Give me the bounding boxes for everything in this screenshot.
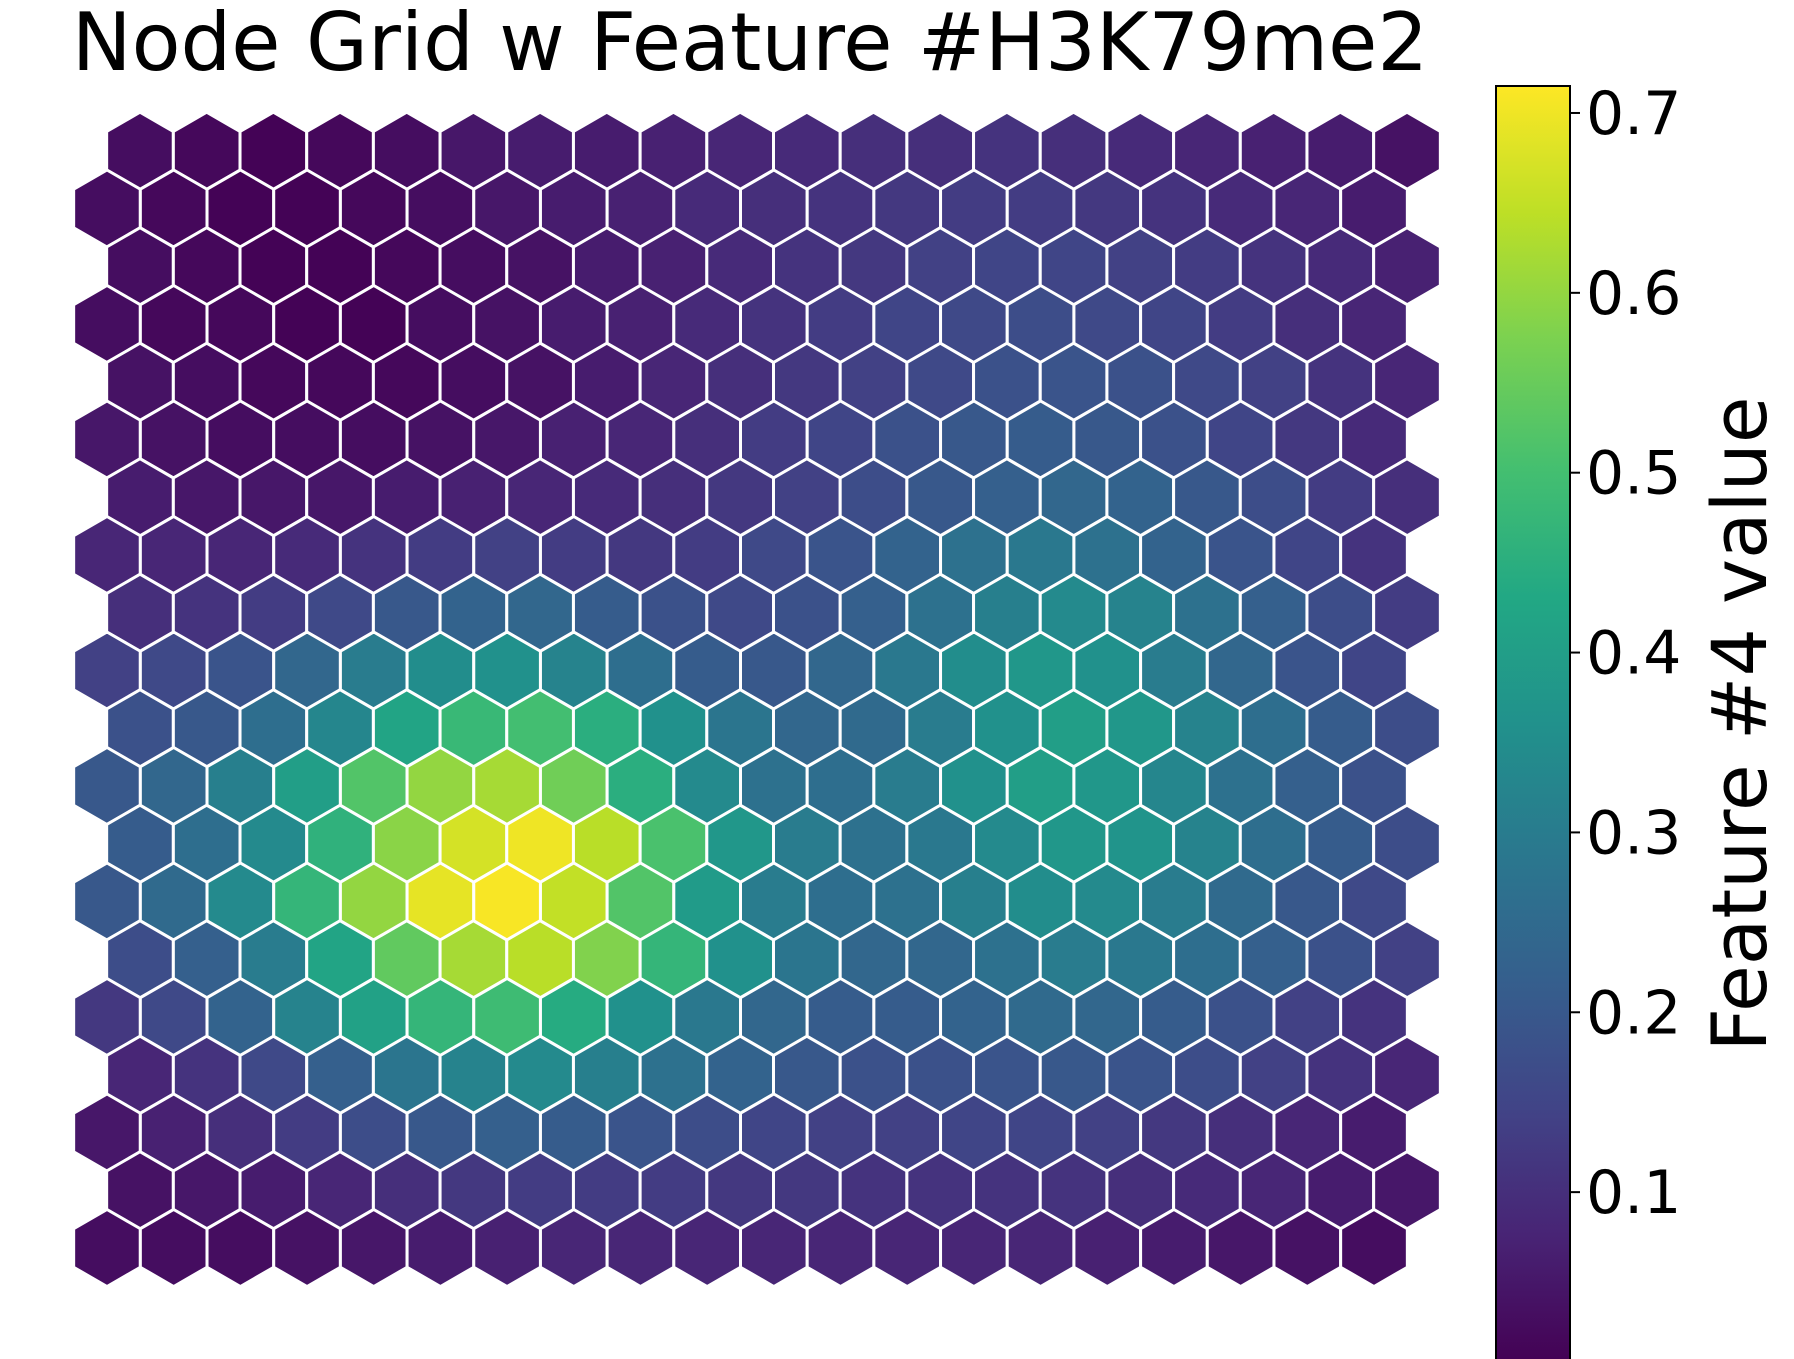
colorbar: 0.1 0.2 0.3 0.4 0.5 0.6 0.7 — [1495, 79, 1681, 1359]
colorbar-tick-label: 0.6 — [1586, 259, 1681, 329]
colorbar-tick-label: 0.2 — [1586, 978, 1681, 1048]
chart-title: Node Grid w Feature #H3K79me2 — [72, 0, 1429, 89]
colorbar-tick-label: 0.5 — [1586, 439, 1681, 509]
colorbar-tick-label: 0.7 — [1586, 79, 1681, 149]
colorbar-ticks: 0.1 0.2 0.3 0.4 0.5 0.6 0.7 — [1570, 79, 1681, 1228]
colorbar-label: Feature #4 value — [1695, 396, 1784, 1051]
hex-cell — [1339, 1207, 1409, 1289]
colorbar-tick-label: 0.3 — [1586, 798, 1681, 868]
colorbar-tick-label: 0.4 — [1586, 619, 1681, 689]
colorbar-gradient — [1495, 85, 1571, 1359]
hex-grid — [72, 110, 1442, 1289]
colorbar-tick-label: 0.1 — [1586, 1158, 1681, 1228]
